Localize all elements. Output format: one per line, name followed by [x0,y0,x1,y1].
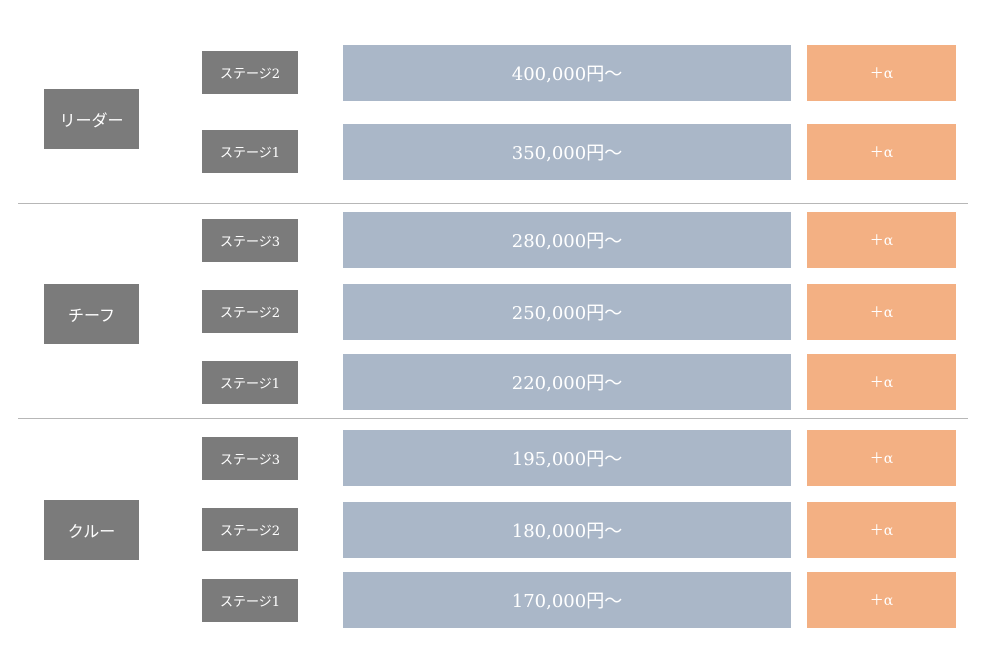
salary-value: 250,000円〜 [343,284,791,340]
stage-label: ステージ1 [202,130,298,173]
group-divider [18,418,968,419]
salary-value: 195,000円〜 [343,430,791,486]
salary-value: 400,000円〜 [343,45,791,101]
bonus-label: ＋α [807,212,956,268]
stage-label: ステージ2 [202,508,298,551]
bonus-label: ＋α [807,502,956,558]
bonus-label: ＋α [807,430,956,486]
stage-label: ステージ3 [202,437,298,480]
salary-value: 170,000円〜 [343,572,791,628]
role-chief: チーフ [44,284,139,344]
group-divider [18,203,968,204]
salary-value: 280,000円〜 [343,212,791,268]
stage-label: ステージ1 [202,579,298,622]
salary-value: 220,000円〜 [343,354,791,410]
bonus-label: ＋α [807,284,956,340]
role-crew: クルー [44,500,139,560]
stage-label: ステージ2 [202,290,298,333]
stage-label: ステージ2 [202,51,298,94]
stage-label: ステージ3 [202,219,298,262]
salary-value: 180,000円〜 [343,502,791,558]
bonus-label: ＋α [807,124,956,180]
bonus-label: ＋α [807,354,956,410]
salary-value: 350,000円〜 [343,124,791,180]
stage-label: ステージ1 [202,361,298,404]
bonus-label: ＋α [807,572,956,628]
role-leader: リーダー [44,89,139,149]
bonus-label: ＋α [807,45,956,101]
